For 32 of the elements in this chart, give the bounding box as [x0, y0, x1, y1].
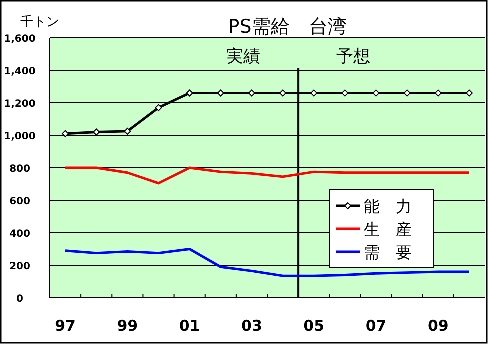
- y-tick-label: 1,000: [4, 132, 36, 142]
- y-tick-label: 800: [10, 164, 30, 175]
- point: [155, 104, 162, 112]
- chart-title: PS需給 台湾: [228, 16, 347, 38]
- y-tick-label: 1,600: [4, 34, 36, 45]
- point: [186, 90, 194, 97]
- y-axis-title: 千トン: [20, 15, 60, 30]
- y-tick-label: 0: [16, 294, 24, 305]
- x-tick-label: 97: [55, 317, 76, 335]
- annotation: 実績: [226, 47, 261, 67]
- x-tick-label: 03: [242, 317, 262, 335]
- y-tick-label: 1,400: [4, 66, 36, 78]
- legend-label: 能 力: [364, 197, 412, 216]
- point: [93, 128, 100, 136]
- x-tick-label: 05: [304, 317, 325, 335]
- annotation: 予想: [336, 47, 371, 67]
- legend-label: 生 産: [364, 220, 412, 239]
- point: [62, 130, 70, 138]
- legend-label: 需 要: [364, 243, 412, 262]
- y-tick-label: 200: [10, 262, 30, 272]
- y-tick-label: 400: [10, 229, 30, 240]
- point: [124, 128, 132, 135]
- x-tick-label: 01: [179, 317, 200, 335]
- y-tick-label: 1,200: [4, 99, 36, 110]
- point: [404, 90, 411, 97]
- point: [372, 90, 380, 97]
- x-tick-label: 99: [117, 317, 138, 335]
- line-series: [64, 166, 471, 185]
- point: [342, 90, 349, 97]
- y-tick-label: 600: [10, 196, 30, 208]
- x-tick-label: 09: [428, 317, 449, 335]
- x-tick-label: 07: [366, 317, 387, 335]
